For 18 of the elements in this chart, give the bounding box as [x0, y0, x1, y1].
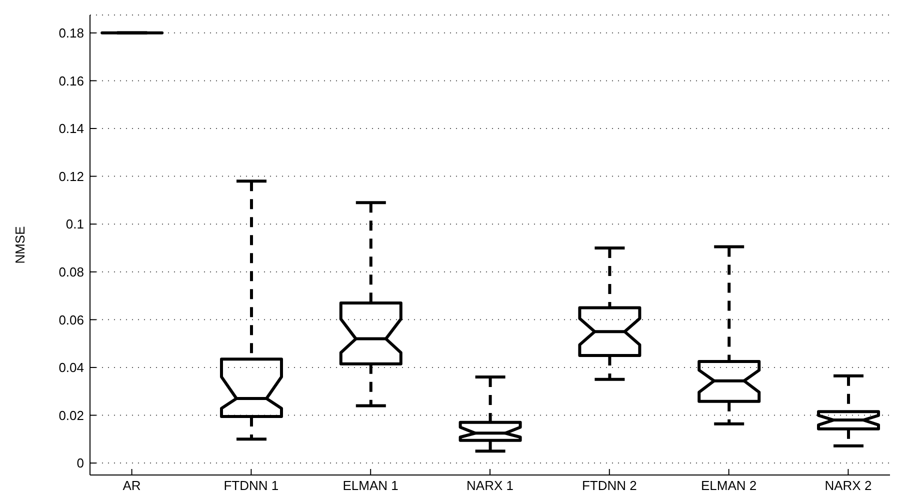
y-tick-label: 0.06	[58, 312, 84, 328]
y-tick-label: 0.14	[58, 121, 84, 136]
x-tick-label: ELMAN 1	[342, 478, 398, 494]
y-tick-label: 0.1	[66, 216, 84, 232]
x-tick-label: NARX 1	[466, 478, 514, 494]
x-tick-label: FTDNN 1	[224, 478, 279, 494]
y-tick-label: 0.12	[58, 168, 84, 184]
y-tick-label: 0.02	[58, 408, 84, 423]
x-tick-label: ELMAN 2	[700, 478, 757, 494]
y-tick-label: 0.04	[58, 360, 84, 376]
y-tick-label: 0.18	[58, 26, 84, 41]
y-tick-label: 0.08	[58, 264, 84, 280]
x-tick-label: NARX 2	[824, 478, 872, 494]
x-tick-label: FTDNN 2	[582, 478, 637, 494]
x-tick-label: AR	[122, 478, 141, 494]
y-axis-title: NMSE	[12, 226, 28, 264]
y-tick-label: 0	[76, 456, 84, 471]
y-tick-label: 0.16	[58, 73, 84, 88]
